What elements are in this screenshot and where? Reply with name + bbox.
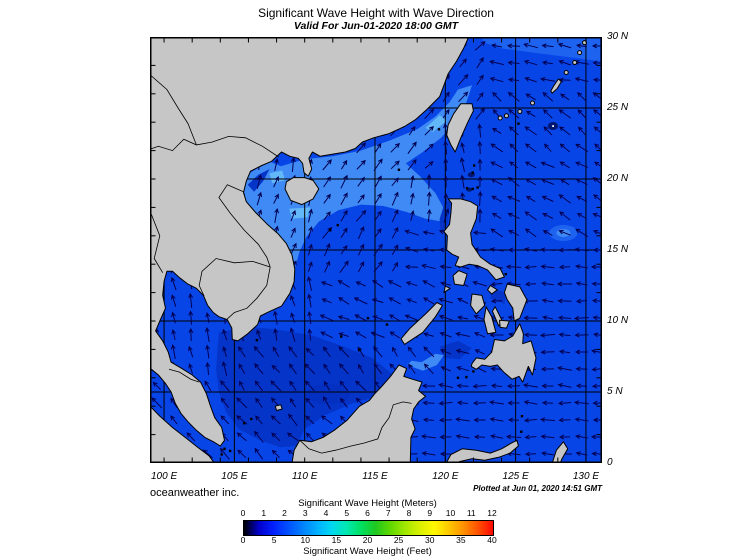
lat-tick-label: 15 N xyxy=(607,244,629,255)
legend-feet-tick: 25 xyxy=(393,535,404,545)
lon-tick-label: 105 E xyxy=(221,471,248,482)
legend-meters-tick: 3 xyxy=(302,508,308,518)
legend-feet-tick: 5 xyxy=(271,535,277,545)
legend-meters-tick: 6 xyxy=(365,508,370,518)
lat-tick-label: 5 N xyxy=(607,386,623,397)
lat-tick-label: 30 N xyxy=(607,31,629,42)
wave-height-map xyxy=(150,37,602,463)
lat-tick-label: 0 xyxy=(607,457,613,468)
lat-tick-label: 10 N xyxy=(607,315,629,326)
credit-text: oceanweather inc. xyxy=(150,487,240,499)
legend-feet-title: Significant Wave Height (Feet) xyxy=(303,546,432,557)
lon-tick-label: 125 E xyxy=(502,471,529,482)
valid-time-subtitle: Valid For Jun-01-2020 18:00 GMT xyxy=(293,20,459,32)
legend-meters-tick: 1 xyxy=(261,508,267,518)
legend-feet-tick: 40 xyxy=(487,535,497,545)
legend-meters-tick: 8 xyxy=(406,508,412,518)
lon-tick-label: 120 E xyxy=(432,471,459,482)
plotted-timestamp: Plotted at Jun 01, 2020 14:51 GMT xyxy=(473,484,602,493)
legend-meters-title: Significant Wave Height (Meters) xyxy=(298,498,437,509)
lon-tick-label: 115 E xyxy=(362,471,388,482)
legend-feet-tick: 15 xyxy=(331,535,342,545)
legend-feet-tick: 0 xyxy=(240,535,246,545)
legend-feet-tick: 20 xyxy=(362,535,373,545)
lat-tick-label: 20 N xyxy=(607,173,629,184)
lon-tick-label: 100 E xyxy=(150,471,178,482)
legend-feet-tick: 10 xyxy=(300,535,310,545)
map-canvas xyxy=(150,37,602,463)
legend-meters-tick: 12 xyxy=(487,508,497,518)
page-title: Significant Wave Height with Wave Direct… xyxy=(258,6,494,20)
legend-meters-tick: 5 xyxy=(344,508,350,518)
legend-meters-tick: 4 xyxy=(323,508,329,518)
lon-tick-label: 110 E xyxy=(291,471,318,482)
lat-tick-label: 25 N xyxy=(607,102,629,113)
legend-meters-tick: 9 xyxy=(427,508,433,518)
legend-feet-tick: 35 xyxy=(456,535,466,545)
legend-meters-tick: 11 xyxy=(466,508,476,518)
lon-tick-label: 130 E xyxy=(572,471,599,482)
wave-height-colorbar xyxy=(243,520,494,536)
legend-feet-tick: 30 xyxy=(425,535,435,545)
legend-meters-tick: 0 xyxy=(240,508,246,518)
legend-meters-tick: 2 xyxy=(282,508,287,518)
legend-meters-tick: 10 xyxy=(445,508,456,518)
legend-meters-tick: 7 xyxy=(385,508,391,518)
